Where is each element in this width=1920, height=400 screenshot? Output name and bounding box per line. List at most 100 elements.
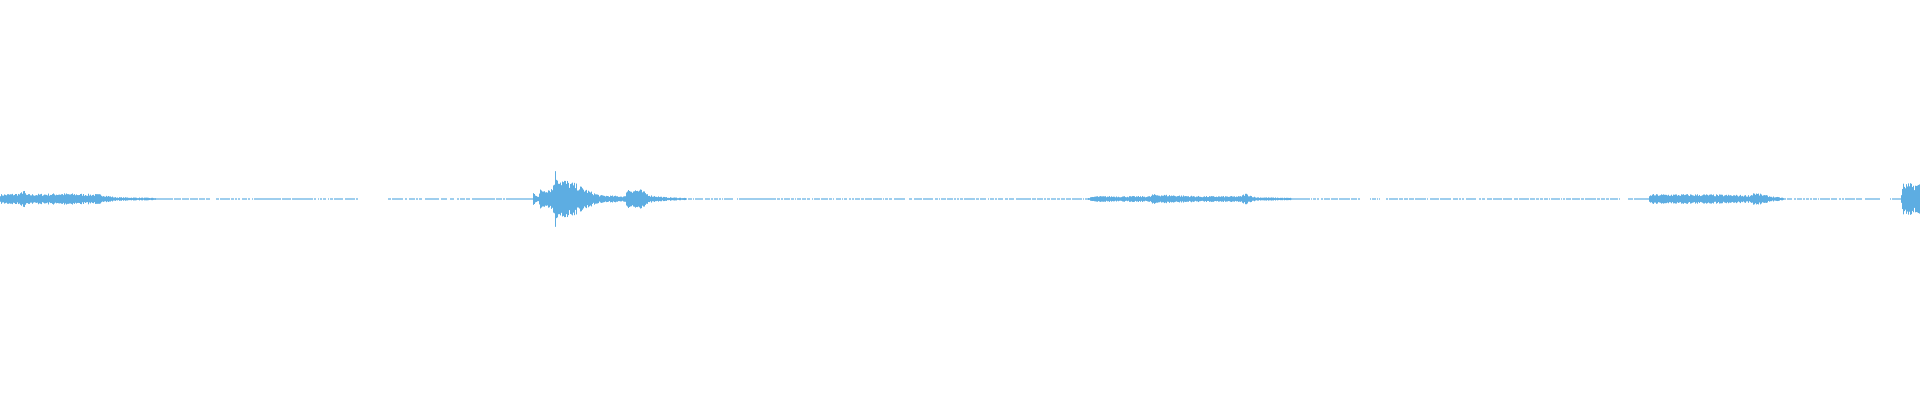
waveform-sample (1615, 198, 1616, 200)
waveform-sample (1894, 198, 1895, 200)
waveform-sample (1769, 196, 1770, 202)
waveform-sample (421, 198, 422, 200)
waveform-sample (630, 191, 631, 207)
waveform-sample (637, 190, 638, 208)
waveform-sample (1223, 196, 1224, 202)
waveform-sample (688, 198, 689, 200)
waveform-sample (1667, 195, 1668, 203)
waveform-sample (896, 198, 897, 200)
waveform-sample (115, 197, 116, 201)
waveform-sample (618, 196, 619, 202)
waveform-sample (110, 196, 111, 202)
waveform-sample (1557, 198, 1558, 200)
waveform-sample (1818, 198, 1819, 200)
waveform-sample (817, 198, 818, 200)
waveform-sample (1242, 195, 1243, 203)
waveform-sample (445, 198, 446, 200)
waveform-sample (1094, 196, 1095, 202)
waveform-sample (1061, 198, 1062, 200)
waveform-sample (1218, 196, 1219, 202)
waveform-sample (758, 198, 759, 200)
waveform-sample (1167, 196, 1168, 202)
waveform-sample (397, 198, 398, 200)
waveform-sample (517, 198, 518, 200)
waveform-sample (965, 198, 966, 200)
waveform-sample (1820, 198, 1821, 200)
waveform-sample (609, 196, 610, 202)
waveform-sample (308, 198, 309, 200)
waveform-sample (655, 196, 656, 202)
waveform-sample (289, 198, 290, 200)
waveform-sample (70, 194, 71, 204)
waveform-sample (160, 198, 161, 200)
waveform-sample (1186, 196, 1187, 202)
waveform-sample (596, 194, 597, 204)
waveform-sample (991, 198, 992, 200)
waveform-sample (1175, 196, 1176, 202)
waveform-sample (1500, 198, 1501, 200)
waveform-sample (1875, 198, 1876, 200)
waveform-sample (931, 198, 932, 200)
waveform-sample (640, 189, 641, 209)
waveform-sample (1336, 198, 1337, 200)
waveform-sample (78, 195, 79, 203)
waveform-sample (513, 198, 514, 200)
waveform-sample (1347, 198, 1348, 200)
waveform-sample (984, 198, 985, 200)
waveform-sample (1836, 198, 1837, 200)
waveform-sample (1783, 198, 1784, 200)
waveform-sample (1141, 197, 1142, 201)
waveform-sample (1870, 198, 1871, 200)
waveform-sample (1746, 196, 1747, 202)
waveform-sample (1801, 198, 1802, 200)
waveform-sample (1396, 198, 1397, 200)
waveform-sample (320, 198, 321, 200)
waveform-sample (1804, 198, 1805, 200)
waveform-sample (1293, 198, 1294, 200)
waveform-sample (1470, 198, 1471, 200)
waveform-sample (620, 196, 621, 202)
waveform-sample (1321, 198, 1322, 200)
waveform-sample (222, 198, 223, 200)
waveform-sample (1169, 195, 1170, 203)
waveform-sample (1122, 196, 1123, 202)
waveform-sample (1355, 198, 1356, 200)
waveform-sample (52, 194, 53, 204)
waveform-sample (952, 198, 953, 200)
waveform-sample (1099, 196, 1100, 202)
waveform-sample (577, 190, 578, 208)
waveform-sample (1353, 198, 1354, 200)
waveform-sample (1133, 196, 1134, 202)
waveform-sample (1680, 195, 1681, 203)
waveform-sample (1561, 198, 1562, 200)
waveform-sample (1685, 194, 1686, 204)
waveform-sample (1157, 195, 1158, 203)
waveform-sample (595, 194, 596, 204)
waveform-sample (396, 198, 397, 200)
waveform-sample (1270, 197, 1271, 201)
waveform-sample (957, 198, 958, 200)
waveform-sample (490, 198, 491, 200)
waveform-sample (951, 198, 952, 200)
waveform-sample (158, 198, 159, 200)
waveform-sample (1705, 195, 1706, 203)
waveform-sample (163, 198, 164, 200)
waveform-sample (1807, 198, 1808, 200)
waveform-sample (1370, 198, 1371, 200)
waveform-sample (1410, 198, 1411, 200)
waveform-sample (1313, 198, 1314, 200)
waveform-sample (548, 190, 549, 208)
waveform-sample (619, 196, 620, 202)
waveform-sample (111, 197, 112, 201)
waveform-sample (605, 196, 606, 202)
waveform-sample (753, 198, 754, 200)
waveform-sample (748, 198, 749, 200)
waveform-sample (451, 198, 452, 200)
waveform-sample (1480, 198, 1481, 200)
waveform-sample (1867, 198, 1868, 200)
waveform-sample (1328, 198, 1329, 200)
waveform-sample (432, 198, 433, 200)
waveform-sample (1436, 198, 1437, 200)
waveform-sample (661, 196, 662, 202)
